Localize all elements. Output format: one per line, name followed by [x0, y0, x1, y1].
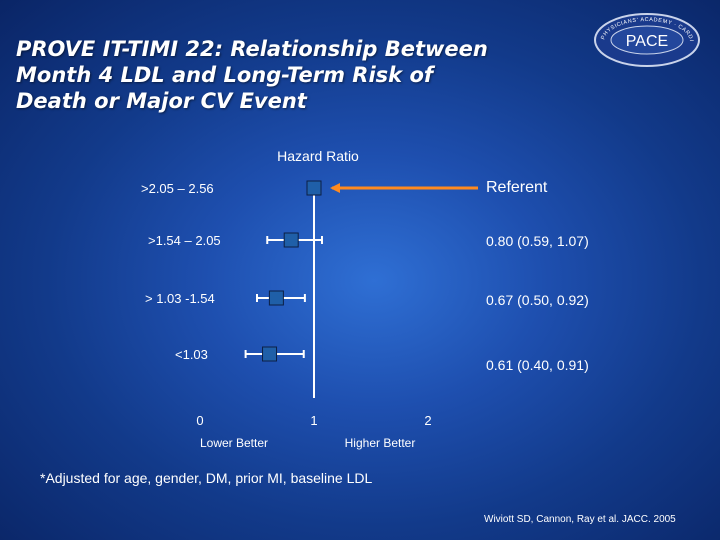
row-value-label: 0.80 (0.59, 1.07): [486, 233, 589, 249]
x-tick-label: 1: [310, 413, 317, 428]
hr-marker: [262, 346, 278, 362]
row-value-label: Referent: [486, 179, 548, 196]
row-value-label: 0.61 (0.40, 0.91): [486, 357, 589, 373]
pace-logo: PHYSICIANS' ACADEMY · CARDIOVASCULAR EDU…: [592, 12, 700, 67]
row-category-label: <1.03: [175, 347, 208, 362]
title-line: Death or Major CV Event: [16, 89, 307, 113]
footnote: *Adjusted for age, gender, DM, prior MI,…: [40, 470, 373, 486]
row-category-label: > 1.03 -1.54: [145, 291, 215, 306]
hr-marker: [306, 180, 322, 196]
logo-main-text: PACE: [626, 33, 668, 50]
title-line: Month 4 LDL and Long-Term Risk of: [16, 63, 434, 87]
x-tick-label: 0: [196, 413, 203, 428]
row-value-label: 0.67 (0.50, 0.92): [486, 292, 589, 308]
hr-marker: [268, 290, 284, 306]
row-category-label: >1.54 – 2.05: [148, 233, 221, 248]
title-line: PROVE IT-TIMI 22: Relationship Between: [16, 37, 488, 61]
lower-better-label: Lower Better: [200, 436, 268, 450]
higher-better-label: Higher Better: [345, 436, 416, 450]
chart-title: Hazard Ratio: [277, 148, 359, 164]
logo-center: [610, 25, 684, 55]
row-category-label: >2.05 – 2.56: [141, 181, 214, 196]
slide-title: PROVE IT-TIMI 22: Relationship Between M…: [16, 36, 596, 114]
x-tick-label: 2: [424, 413, 431, 428]
hr-marker: [283, 232, 299, 248]
citation: Wiviott SD, Cannon, Ray et al. JACC. 200…: [484, 514, 676, 525]
